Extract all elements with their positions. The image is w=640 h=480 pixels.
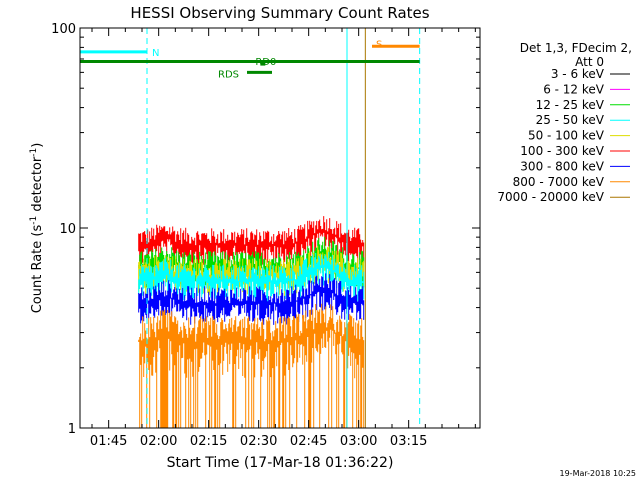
x-tick-label: 03:15 [390,434,427,449]
flag-label-rds: RDS [218,69,239,80]
legend-label: 100 - 300 keV [520,144,604,158]
series-25-50kev [138,251,365,303]
legend-header-line1: Det 1,3, FDecim 2, [520,41,632,55]
x-tick-label: 03:00 [340,434,377,449]
y-tick-label: 10 [59,222,76,237]
legend-label: 7000 - 20000 keV [497,190,604,204]
legend-header-line2: Att 0 [575,55,604,69]
flag-label-s: S [376,39,382,50]
series-trace [138,251,365,303]
legend-label: 3 - 6 keV [551,67,605,81]
flag-label-rd0: RD0 [255,57,276,68]
legend-label: 25 - 50 keV [536,113,605,127]
series-300-800kev [138,273,365,325]
legend-label: 50 - 100 keV [528,129,605,143]
x-axis-label: Start Time (17-Mar-18 01:36:22) [167,455,394,471]
chart-title: HESSI Observing Summary Count Rates [130,4,429,22]
y-axis: 1 10 100 [51,22,480,437]
footer-date: 19-Mar-2018 10:25 [560,469,637,478]
series-trace [138,303,365,428]
legend-label: 6 - 12 keV [543,82,605,96]
series-800-7000kev [138,303,365,428]
y-tick-label: 100 [51,22,76,37]
legend-label: 300 - 800 keV [520,159,604,173]
legend-label: 800 - 7000 keV [513,175,605,189]
y-axis-label: Count Rate (s-1 detector-1) [29,143,45,314]
x-tick-label: 02:30 [240,434,277,449]
data-layer [138,216,365,428]
series-trace [138,273,365,325]
x-tick-label: 02:00 [140,434,177,449]
flag-label-n: N [152,48,159,59]
x-tick-label: 02:45 [290,434,327,449]
legend-label: 12 - 25 keV [536,98,605,112]
x-tick-label: 01:45 [90,434,127,449]
series-trace [138,216,365,267]
x-axis: 01:45 02:00 02:15 02:30 02:45 03:00 03:15 [90,28,476,449]
series-100-300kev [138,216,365,267]
x-tick-label: 02:15 [190,434,227,449]
y-tick-label: 1 [68,422,76,437]
